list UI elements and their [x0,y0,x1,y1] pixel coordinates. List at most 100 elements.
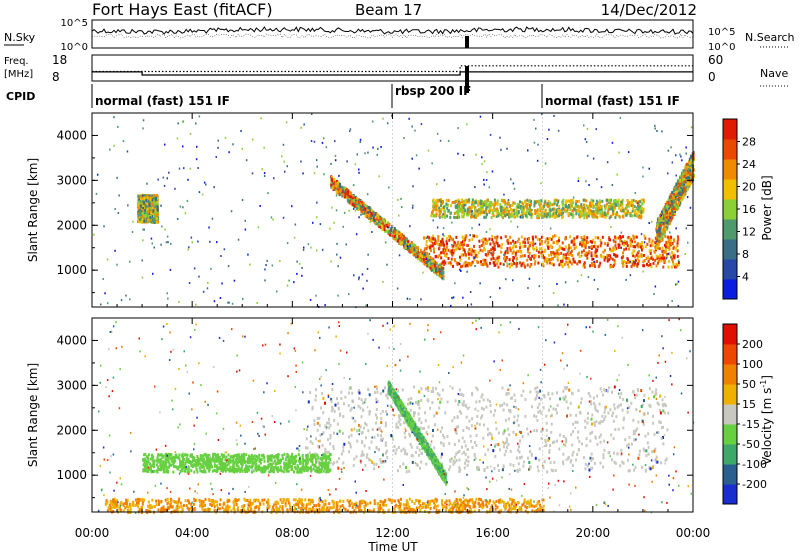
data-cell [486,241,488,245]
noise-left-tick-bottom: 10^0 [61,42,88,53]
data-cell [652,257,654,261]
data-cell [633,249,636,253]
data-speckle [241,147,243,150]
data-cell [654,236,657,240]
data-cell [607,207,610,211]
data-cell [481,238,483,242]
data-cell [446,203,449,207]
data-speckle [581,239,583,242]
data-speckle [187,248,189,251]
data-cell [601,212,604,216]
freq-left-tick-bottom: 8 [52,70,60,84]
data-cell [548,215,551,219]
data-cell [570,202,573,206]
data-cell [393,227,396,230]
data-cell [464,250,466,254]
data-cell [515,262,518,266]
data-cell [531,254,534,258]
data-cell [595,206,597,210]
data-cell [516,205,518,209]
data-cell [665,253,668,257]
noise-right-label: N.Search [745,31,795,44]
data-cell [361,206,364,210]
data-cell [662,216,665,220]
data-cell [613,259,616,263]
data-cell [584,209,587,213]
data-cell [575,245,578,249]
data-speckle [264,268,266,271]
data-cell [384,219,386,223]
data-cell [512,201,515,205]
data-cell [520,250,523,254]
data-cell [595,202,598,206]
data-cell [480,199,483,203]
data-cell [542,254,545,258]
data-cell [658,237,661,241]
data-speckle [398,214,400,217]
data-cell [570,249,573,253]
data-speckle [301,267,303,269]
data-speckle [241,199,244,201]
data-speckle [270,216,273,219]
data-cell [360,207,363,210]
data-cell [556,203,558,207]
data-cell [628,236,631,240]
data-cell [330,177,333,181]
data-cell [433,213,436,217]
data-cell [672,246,675,250]
data-cell [676,179,679,183]
data-cell [686,185,689,189]
data-cell [485,262,488,266]
data-speckle [360,213,362,216]
data-cell [481,263,484,267]
cpid-segment-3: normal (fast) 151 IF [545,94,680,108]
data-speckle [219,297,222,299]
data-cell [419,248,422,252]
data-cell [431,244,434,248]
data-speckle [512,182,515,185]
data-cell [431,242,434,245]
data-cell [635,235,638,239]
data-cell [681,180,684,184]
data-cell [421,258,424,262]
data-speckle [601,205,603,208]
data-cell [484,258,487,262]
data-speckle [685,227,688,230]
data-cell [570,213,573,217]
data-cell [366,206,369,210]
data-cell [442,248,445,251]
data-cell [663,256,666,260]
data-cell [453,258,456,261]
data-speckle [619,116,622,119]
data-cell [501,242,504,246]
data-cell [664,225,666,229]
data-cell [512,255,515,259]
data-cell [682,172,685,176]
data-cell [621,259,624,263]
data-cell [353,204,356,208]
data-cell [460,241,463,245]
data-cell [438,206,441,210]
data-cell [573,237,576,241]
noise-panel: N.Sky 10^5 10^0 10^5 10^0 N.Search [4,18,795,53]
data-cell [636,257,639,260]
data-cell [145,194,147,198]
data-speckle [552,292,555,294]
data-speckle [470,303,473,306]
data-cell [614,216,617,219]
data-speckle [541,113,543,116]
data-speckle [146,182,148,185]
data-cell [631,209,634,213]
data-cell [417,257,420,260]
data-cell [372,210,375,214]
data-cell [137,195,140,199]
data-speckle [182,145,184,148]
data-cell [583,206,586,210]
data-cell [146,202,149,206]
data-cell [663,231,666,235]
data-cell [468,198,471,202]
data-speckle [642,270,644,273]
data-speckle [447,139,450,142]
data-cell [388,231,391,235]
data-cell [591,261,593,265]
